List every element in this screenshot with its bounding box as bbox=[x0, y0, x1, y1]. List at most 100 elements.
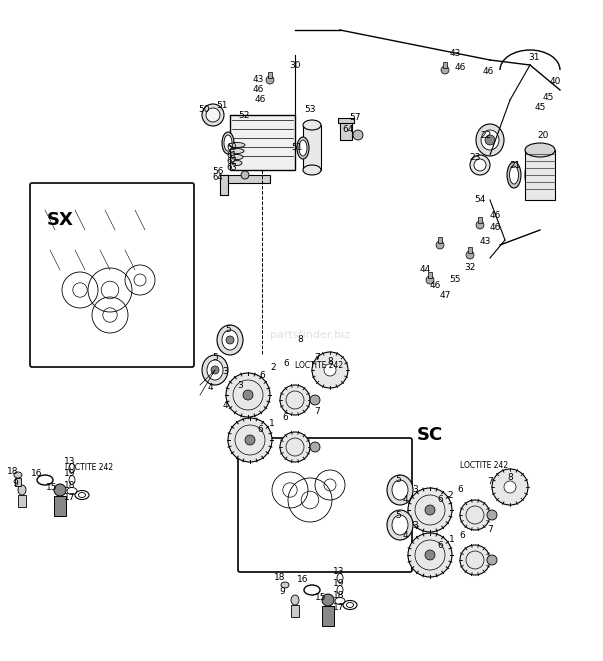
Text: 7: 7 bbox=[487, 525, 493, 535]
Circle shape bbox=[245, 435, 255, 445]
Text: 5: 5 bbox=[225, 325, 231, 334]
Circle shape bbox=[504, 481, 516, 493]
Ellipse shape bbox=[303, 165, 321, 175]
Circle shape bbox=[324, 364, 336, 376]
Ellipse shape bbox=[299, 140, 307, 156]
Ellipse shape bbox=[525, 150, 555, 200]
Text: 17: 17 bbox=[65, 494, 76, 502]
Text: 8: 8 bbox=[327, 358, 333, 366]
Text: 61: 61 bbox=[227, 151, 238, 159]
Text: 9: 9 bbox=[279, 586, 285, 596]
Text: 6: 6 bbox=[283, 358, 289, 368]
Ellipse shape bbox=[303, 120, 321, 130]
Text: 16: 16 bbox=[297, 576, 308, 584]
Ellipse shape bbox=[230, 149, 244, 153]
Ellipse shape bbox=[14, 472, 22, 478]
Text: 40: 40 bbox=[549, 77, 561, 87]
Text: 18: 18 bbox=[65, 481, 76, 490]
Ellipse shape bbox=[474, 159, 486, 171]
Circle shape bbox=[466, 251, 474, 259]
Ellipse shape bbox=[231, 155, 243, 159]
Bar bbox=[230, 115, 295, 170]
Ellipse shape bbox=[392, 480, 408, 500]
Text: 7: 7 bbox=[314, 407, 320, 416]
Ellipse shape bbox=[229, 143, 245, 147]
Text: 20: 20 bbox=[537, 130, 549, 139]
Text: 62: 62 bbox=[227, 157, 238, 165]
Text: 45: 45 bbox=[542, 93, 554, 102]
Text: LOCTITE 242: LOCTITE 242 bbox=[295, 360, 343, 369]
Text: 64: 64 bbox=[343, 126, 354, 134]
Text: 45: 45 bbox=[534, 104, 546, 112]
Text: 7: 7 bbox=[487, 477, 493, 486]
Text: 7: 7 bbox=[314, 354, 320, 362]
Text: 3: 3 bbox=[222, 368, 228, 377]
Text: 17: 17 bbox=[333, 603, 345, 613]
Ellipse shape bbox=[224, 135, 232, 151]
Text: 18: 18 bbox=[333, 592, 345, 600]
Text: 18: 18 bbox=[7, 467, 18, 477]
Bar bbox=[18, 495, 26, 507]
Bar bbox=[340, 120, 352, 140]
Text: 23: 23 bbox=[469, 153, 481, 163]
Text: 43: 43 bbox=[449, 48, 461, 58]
Bar bbox=[468, 247, 472, 253]
Text: 43: 43 bbox=[479, 237, 491, 247]
Text: 51: 51 bbox=[291, 143, 303, 153]
Circle shape bbox=[460, 545, 490, 575]
Bar bbox=[338, 118, 354, 123]
Text: 6: 6 bbox=[457, 485, 463, 494]
Bar bbox=[303, 125, 321, 170]
Text: 6: 6 bbox=[437, 541, 443, 549]
Circle shape bbox=[310, 395, 320, 405]
Text: 30: 30 bbox=[289, 61, 301, 69]
Circle shape bbox=[441, 66, 449, 74]
Text: 54: 54 bbox=[475, 196, 485, 204]
Text: 19: 19 bbox=[333, 580, 345, 588]
Text: 6: 6 bbox=[459, 531, 465, 539]
Ellipse shape bbox=[476, 124, 504, 156]
Circle shape bbox=[280, 432, 310, 462]
Text: 46: 46 bbox=[482, 67, 494, 77]
Circle shape bbox=[280, 385, 310, 415]
Circle shape bbox=[425, 505, 435, 515]
Text: 5: 5 bbox=[395, 510, 401, 520]
Ellipse shape bbox=[18, 485, 26, 495]
Circle shape bbox=[492, 469, 528, 505]
Circle shape bbox=[485, 135, 495, 145]
Text: 43: 43 bbox=[252, 75, 264, 85]
Bar bbox=[54, 496, 66, 516]
Text: 3: 3 bbox=[412, 485, 418, 494]
Text: SC: SC bbox=[417, 426, 443, 444]
Bar bbox=[268, 72, 272, 78]
Text: 46: 46 bbox=[489, 210, 500, 219]
Ellipse shape bbox=[297, 137, 309, 159]
Circle shape bbox=[487, 555, 497, 565]
Text: 60: 60 bbox=[227, 143, 238, 151]
Text: 5: 5 bbox=[212, 354, 218, 362]
Ellipse shape bbox=[470, 155, 490, 175]
Circle shape bbox=[426, 276, 434, 284]
Text: 13: 13 bbox=[333, 568, 345, 576]
Circle shape bbox=[226, 336, 234, 344]
Circle shape bbox=[476, 221, 484, 229]
Text: 6: 6 bbox=[282, 414, 288, 422]
Circle shape bbox=[425, 550, 435, 560]
Text: 64: 64 bbox=[213, 173, 223, 182]
Text: 16: 16 bbox=[31, 469, 42, 477]
Text: 6: 6 bbox=[257, 426, 263, 434]
Text: 4: 4 bbox=[402, 531, 408, 539]
Ellipse shape bbox=[525, 143, 555, 157]
Bar bbox=[220, 175, 270, 183]
Text: 51: 51 bbox=[216, 100, 228, 110]
Circle shape bbox=[241, 171, 249, 179]
Text: 3: 3 bbox=[237, 381, 243, 389]
Bar bbox=[291, 605, 299, 617]
Circle shape bbox=[266, 76, 274, 84]
Text: 9: 9 bbox=[12, 479, 18, 488]
Text: LOCTITE 242: LOCTITE 242 bbox=[65, 463, 113, 473]
Text: 5: 5 bbox=[395, 475, 401, 485]
Text: 1: 1 bbox=[449, 535, 455, 545]
Ellipse shape bbox=[54, 484, 66, 496]
Text: 46: 46 bbox=[252, 85, 264, 95]
